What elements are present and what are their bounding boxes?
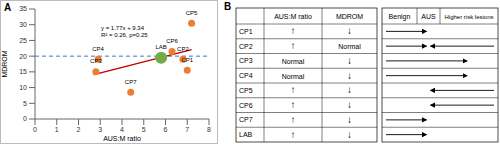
svg-text:2: 2 xyxy=(77,126,81,133)
svg-text:6: 6 xyxy=(164,126,168,133)
svg-text:↓: ↓ xyxy=(347,70,352,81)
svg-text:CP6: CP6 xyxy=(166,38,178,44)
svg-text:↓: ↓ xyxy=(347,25,352,36)
svg-text:1: 1 xyxy=(55,126,59,133)
svg-text:↓: ↓ xyxy=(347,84,352,95)
svg-text:LAB: LAB xyxy=(239,131,253,138)
svg-text:↑: ↑ xyxy=(291,25,296,36)
svg-text:↑: ↑ xyxy=(291,114,296,125)
html-text:A: A xyxy=(4,2,12,13)
svg-text:Higher risk lesions: Higher risk lesions xyxy=(444,14,492,20)
svg-text:35: 35 xyxy=(19,5,27,12)
svg-text:↓: ↓ xyxy=(347,55,352,66)
svg-text:↑: ↑ xyxy=(291,40,296,51)
svg-text:CP4: CP4 xyxy=(92,46,104,52)
svg-text:↑: ↑ xyxy=(291,129,296,140)
svg-text:7: 7 xyxy=(185,126,189,133)
svg-text:CP7: CP7 xyxy=(239,116,253,123)
svg-text:Normal: Normal xyxy=(338,43,361,50)
html-text:R² = 0.26, p=0.25: R² = 0.26, p=0.25 xyxy=(101,32,148,38)
svg-text:AUS: AUS xyxy=(421,13,436,20)
svg-text:↓: ↓ xyxy=(347,129,352,140)
svg-text:10: 10 xyxy=(19,84,27,91)
svg-text:Benign: Benign xyxy=(389,13,411,21)
svg-text:0: 0 xyxy=(23,115,27,122)
svg-text:↓: ↓ xyxy=(347,99,352,110)
svg-text:20: 20 xyxy=(19,53,27,60)
svg-text:MDROM: MDROM xyxy=(336,13,363,20)
html-text:y = 1.77x + 9.34: y = 1.77x + 9.34 xyxy=(101,25,144,31)
svg-text:↓: ↓ xyxy=(347,114,352,125)
svg-text:15: 15 xyxy=(19,68,27,75)
svg-text:↑: ↑ xyxy=(291,84,296,95)
svg-text:5: 5 xyxy=(142,126,146,133)
svg-text:Normal: Normal xyxy=(282,58,305,65)
svg-text:CP2: CP2 xyxy=(239,43,253,50)
svg-text:AUS:M ratio: AUS:M ratio xyxy=(274,13,312,20)
svg-text:CP2: CP2 xyxy=(177,46,189,52)
svg-text:MDROM: MDROM xyxy=(8,50,9,77)
svg-text:LAB: LAB xyxy=(155,44,166,50)
svg-text:30: 30 xyxy=(19,21,27,28)
svg-text:CP7: CP7 xyxy=(125,79,137,85)
svg-text:CP1: CP1 xyxy=(239,28,253,35)
svg-text:Normal: Normal xyxy=(282,73,305,80)
svg-text:CP5: CP5 xyxy=(239,87,253,94)
svg-text:AUS:M ratio: AUS:M ratio xyxy=(103,135,141,142)
svg-text:CP6: CP6 xyxy=(239,102,253,109)
svg-text:CP3: CP3 xyxy=(90,58,102,64)
svg-text:0: 0 xyxy=(33,126,37,133)
svg-text:CP3: CP3 xyxy=(239,57,253,64)
svg-text:CP1: CP1 xyxy=(181,57,193,63)
svg-text:CP5: CP5 xyxy=(186,10,198,16)
svg-text:8: 8 xyxy=(207,126,211,133)
svg-text:↑: ↑ xyxy=(291,99,296,110)
svg-text:5: 5 xyxy=(23,100,27,107)
svg-text:CP4: CP4 xyxy=(239,72,253,79)
svg-text:3: 3 xyxy=(98,126,102,133)
svg-text:4: 4 xyxy=(120,126,124,133)
svg-text:25: 25 xyxy=(19,37,27,44)
svg-text:B: B xyxy=(224,1,231,12)
